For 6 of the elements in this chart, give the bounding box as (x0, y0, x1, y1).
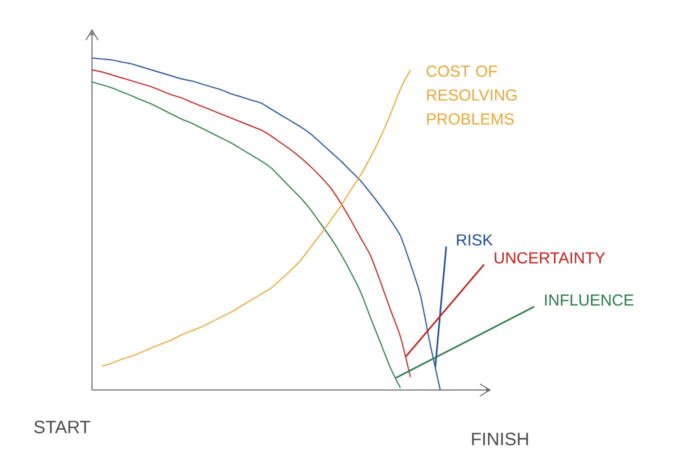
text: RISK (457, 234, 493, 246)
series-label: COST OF RESOLVING PROBLEMS (426, 66, 516, 125)
text: INFLUENCE (545, 294, 634, 306)
text: START (34, 420, 90, 434)
text: FINISH (472, 432, 528, 446)
text: UNCERTAINTY (494, 252, 606, 264)
